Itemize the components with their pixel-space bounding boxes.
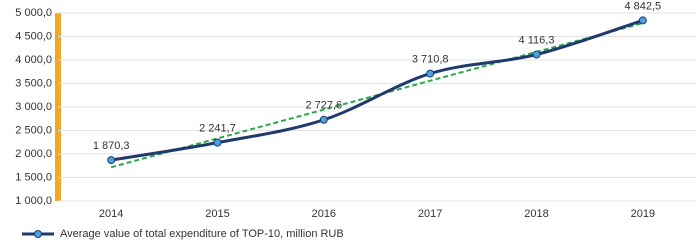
marker (213, 138, 222, 147)
y-tick-label: 1 500,0 (15, 171, 52, 183)
y-tick-label: 2 000,0 (15, 148, 52, 160)
marker (319, 115, 328, 124)
data-label: 3 710,8 (412, 53, 449, 65)
x-tick-label: 2018 (524, 208, 548, 220)
y-tick-label: 4 000,0 (15, 54, 52, 66)
y-tick-label: 3 500,0 (15, 77, 52, 89)
y-tick-label: 2 500,0 (15, 124, 52, 136)
marker (426, 69, 435, 78)
marker (107, 156, 116, 165)
marker (532, 50, 541, 59)
line (110, 18, 644, 162)
x-tick-label: 2017 (418, 208, 442, 220)
y-tick-label: 1 000,0 (15, 195, 52, 207)
legend-label: Average value of total expenditure of TO… (60, 228, 344, 240)
data-label: 2 241,7 (199, 123, 236, 135)
marker (638, 16, 647, 25)
y-tick-label: 3 000,0 (15, 101, 52, 113)
data-label: 1 870,3 (93, 140, 130, 152)
data-label: 4 842,5 (624, 0, 661, 12)
data-label: 4 116,3 (519, 34, 555, 46)
x-tick-label: 2016 (312, 208, 336, 220)
data-label: 2 727,6 (305, 100, 342, 112)
y-tick-label: 5 000,0 (15, 7, 52, 19)
y-tick-label: 4 500,0 (15, 30, 52, 42)
x-tick-label: 2015 (205, 208, 229, 220)
legend-marker (34, 230, 42, 238)
x-tick-label: 2014 (99, 208, 123, 220)
x-tick-label: 2019 (631, 208, 655, 220)
